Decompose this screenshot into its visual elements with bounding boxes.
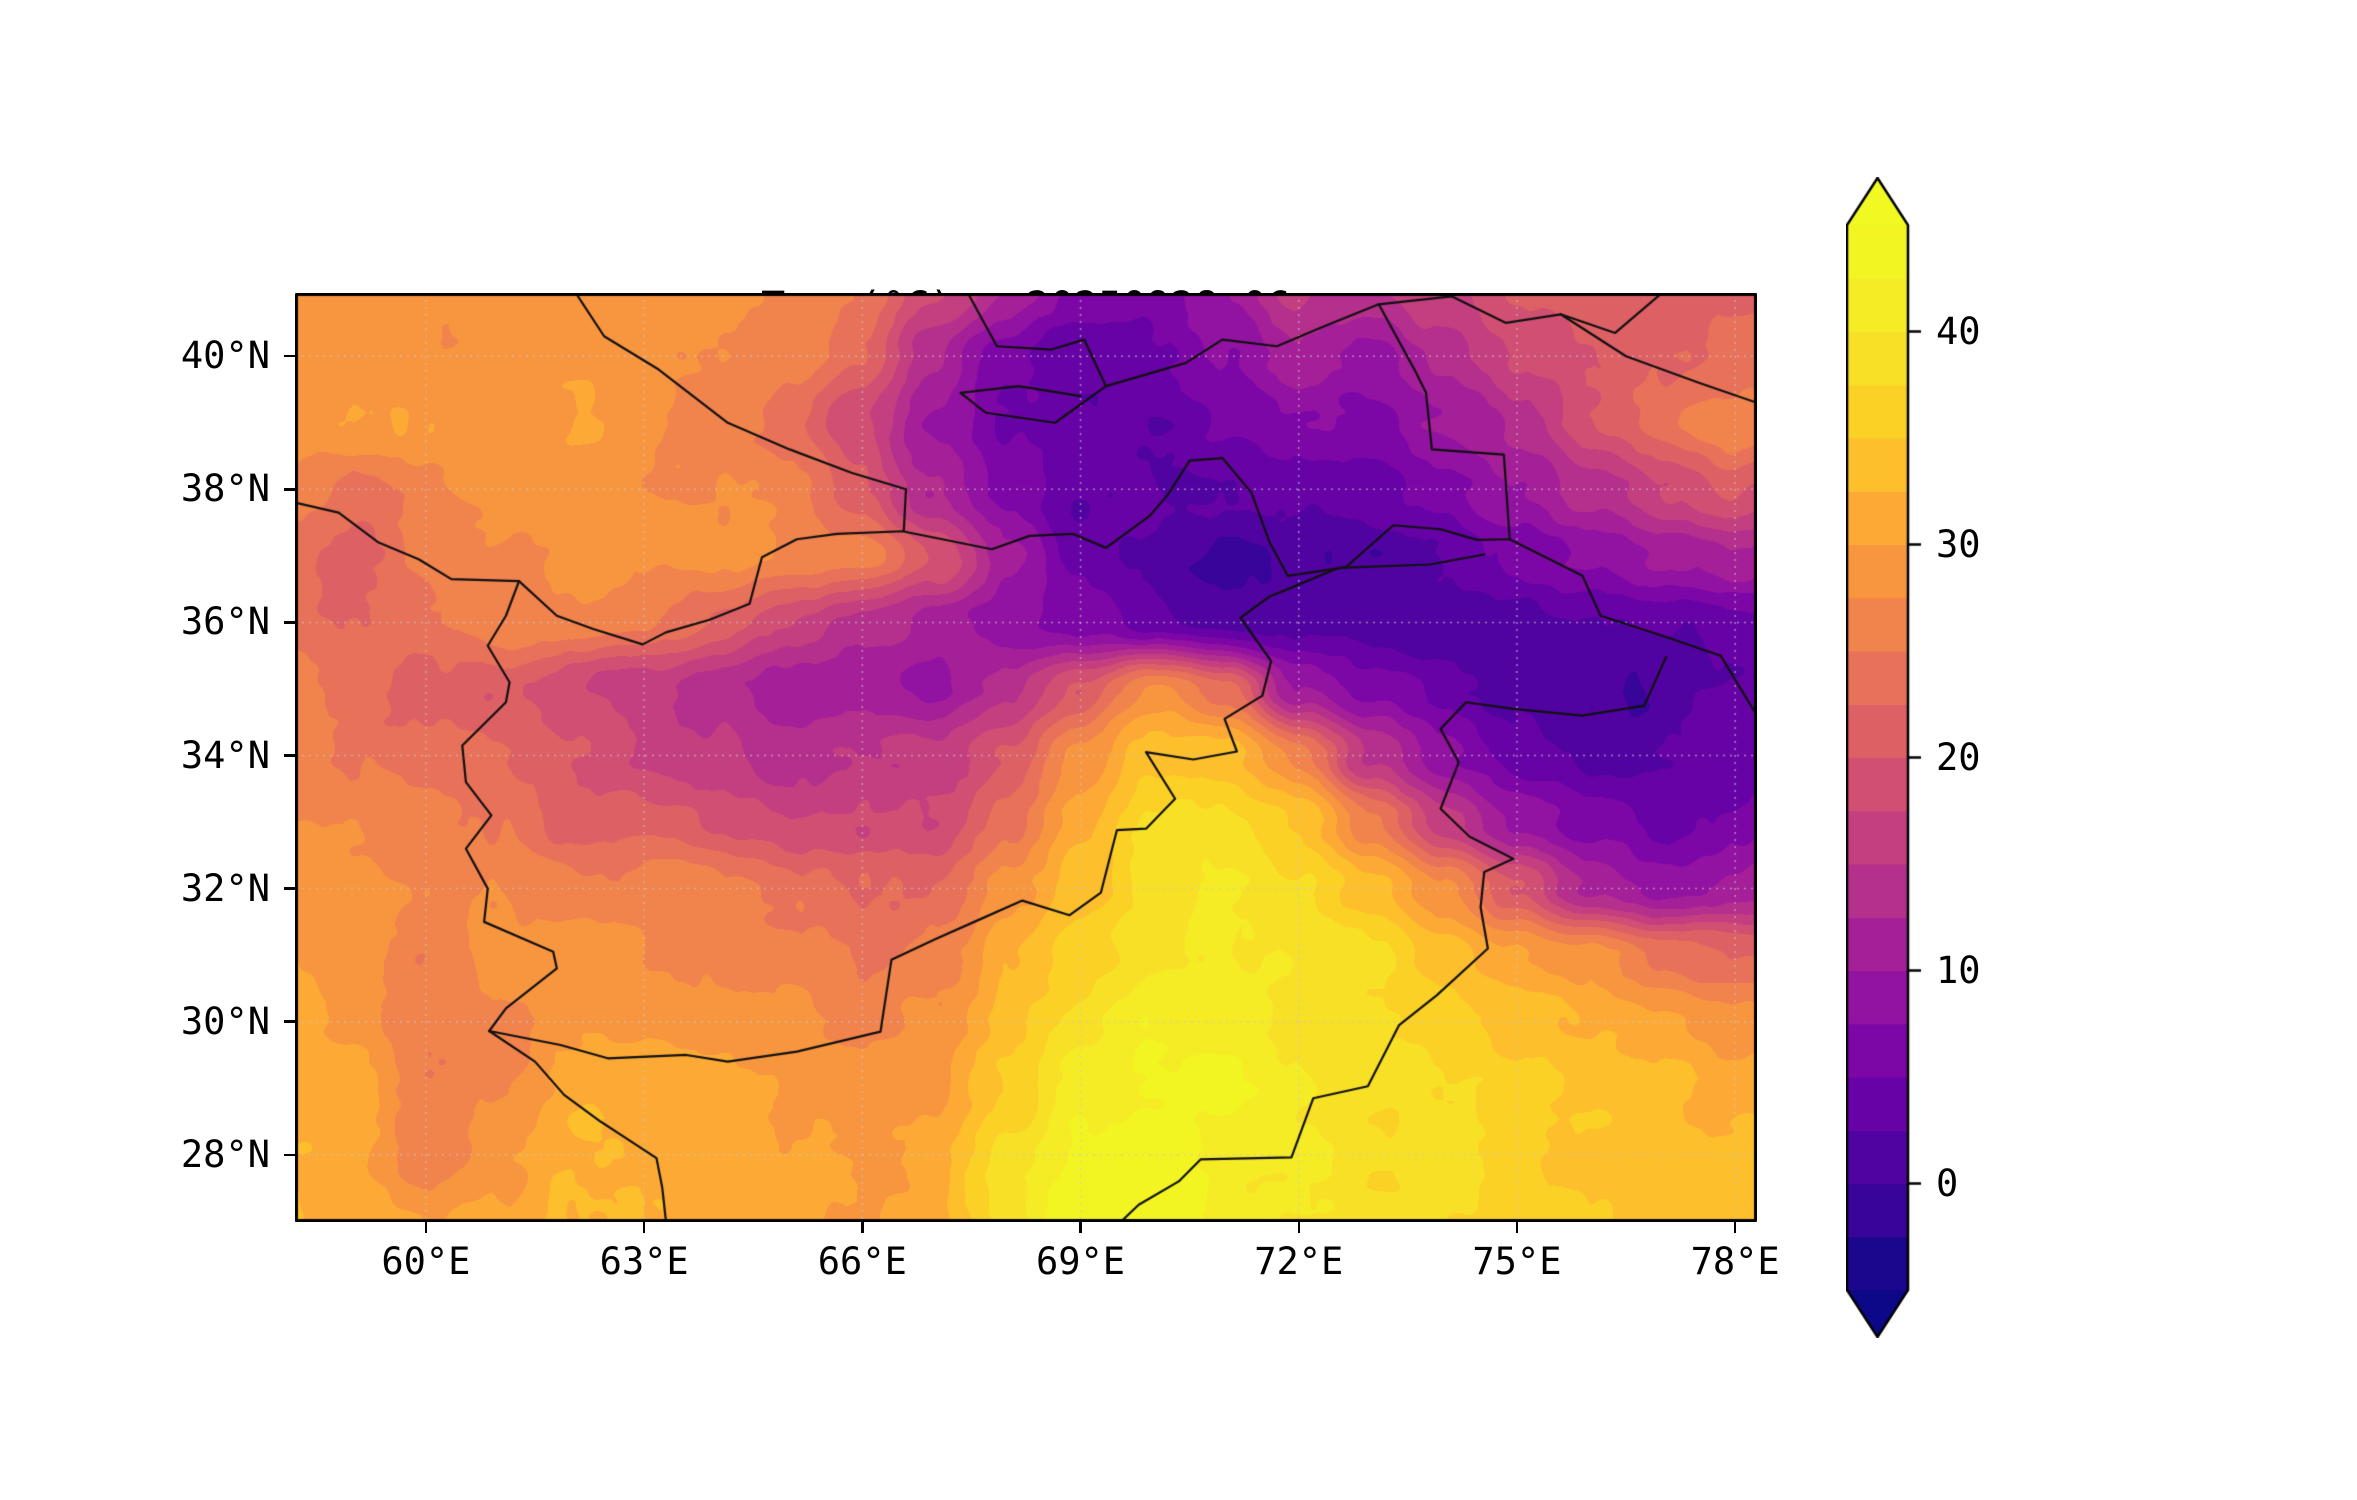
y-tick-label: 34°N [180, 733, 270, 777]
x-axis-tick-mark [1733, 1222, 1737, 1233]
x-tick-label: 78°E [1690, 1240, 1780, 1283]
x-tick-label: 72°E [1254, 1240, 1344, 1283]
y-tick-label: 28°N [180, 1132, 270, 1176]
x-axis-tick-mark [642, 1222, 646, 1233]
x-axis-tick-mark [1079, 1222, 1082, 1233]
colorbar-tick-label: 30 [1936, 522, 1981, 566]
x-tick-label: 66°E [817, 1240, 907, 1283]
x-axis-tick-mark [424, 1222, 428, 1233]
y-axis-tick-mark [284, 488, 295, 491]
y-axis-tick-mark [284, 1020, 295, 1023]
colorbar-canvas [1846, 177, 1926, 1338]
colorbar-tick-label: 0 [1936, 1161, 1959, 1205]
x-axis-tick-mark [861, 1222, 864, 1233]
colorbar-tick-label: 10 [1936, 948, 1981, 992]
x-axis-tick-mark [1297, 1222, 1300, 1233]
y-tick-label: 32°N [180, 866, 270, 910]
y-axis-tick-mark [284, 754, 295, 757]
x-tick-label: 69°E [1035, 1240, 1126, 1283]
y-tick-label: 36°N [180, 600, 270, 644]
x-axis-tick-mark [1515, 1222, 1519, 1233]
y-tick-label: 38°N [180, 467, 270, 511]
temperature-map-canvas [295, 293, 1757, 1222]
colorbar-tick-label: 40 [1936, 309, 1981, 353]
x-tick-label: 60°E [381, 1240, 471, 1283]
y-axis-tick-mark [284, 621, 295, 624]
colorbar-tick-label: 20 [1936, 735, 1981, 779]
y-tick-label: 30°N [180, 999, 270, 1043]
y-axis-tick-mark [284, 887, 295, 890]
x-tick-label: 63°E [599, 1240, 689, 1283]
y-axis-tick-mark [284, 1153, 295, 1157]
x-tick-label: 75°E [1472, 1240, 1562, 1283]
y-tick-label: 40°N [180, 334, 270, 378]
y-axis-tick-mark [284, 354, 295, 358]
